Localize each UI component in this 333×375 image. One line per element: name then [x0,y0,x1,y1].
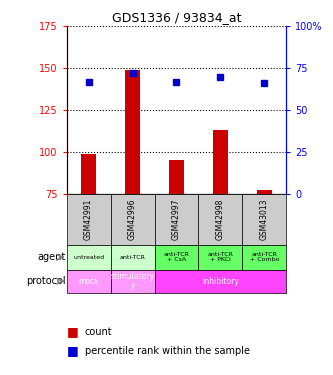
Bar [155,194,198,244]
Bar [169,160,184,194]
Bar [67,270,111,292]
Bar [67,244,111,270]
Text: GSM43013: GSM43013 [260,198,269,240]
Bar [125,70,140,194]
Text: count: count [85,327,113,337]
Text: agent: agent [38,252,66,262]
Text: GSM42991: GSM42991 [84,198,93,240]
Bar [67,194,111,244]
Bar [111,194,155,244]
Text: GSM42998: GSM42998 [216,198,225,240]
Text: percentile rank within the sample: percentile rank within the sample [85,346,250,355]
Bar [257,190,272,194]
Bar [242,244,286,270]
Bar [213,130,228,194]
Text: GSM42997: GSM42997 [172,198,181,240]
Text: ■: ■ [67,326,78,338]
Bar [198,194,242,244]
Text: anti-TCR: anti-TCR [120,255,146,260]
Bar [242,194,286,244]
Title: GDS1336 / 93834_at: GDS1336 / 93834_at [112,11,241,24]
Text: anti-TCR
+ PKCi: anti-TCR + PKCi [207,252,233,262]
Bar [81,154,96,194]
Text: GSM42996: GSM42996 [128,198,137,240]
Bar [111,270,155,292]
Text: ■: ■ [67,344,78,357]
Text: untreated: untreated [73,255,104,260]
Bar [111,244,155,270]
Bar [198,244,242,270]
Text: inhibitory: inhibitory [202,277,239,286]
Text: anti-TCR
+ Combo: anti-TCR + Combo [250,252,279,262]
Text: mock: mock [78,277,99,286]
Bar [155,244,198,270]
Text: stimulatory
y: stimulatory y [111,272,155,290]
Bar [155,270,286,292]
Text: protocol: protocol [26,276,66,286]
Text: anti-TCR
+ CsA: anti-TCR + CsA [164,252,189,262]
